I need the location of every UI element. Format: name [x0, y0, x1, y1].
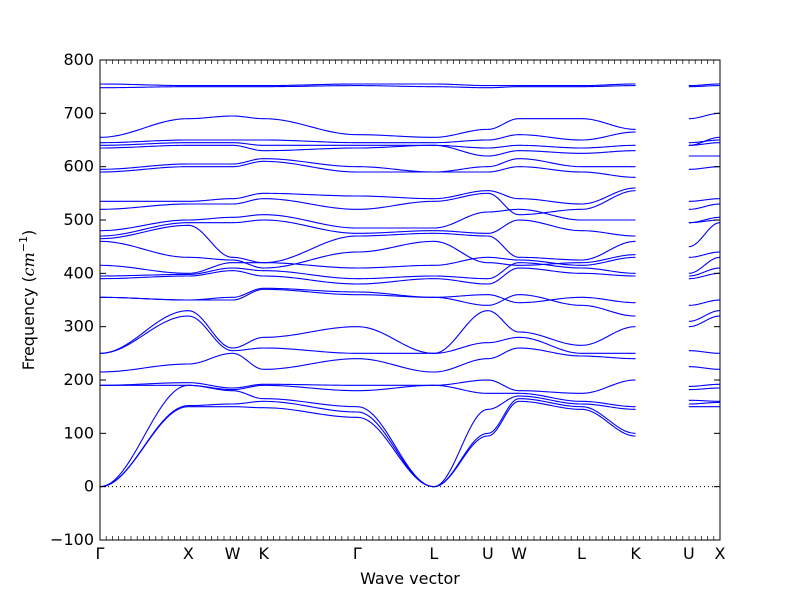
band-line-9	[99, 287, 721, 306]
y-axis-label-exponent: −1	[17, 236, 30, 252]
band-line-16	[99, 208, 721, 232]
band-line-26	[99, 83, 721, 87]
x-tick-label-3: K	[258, 544, 269, 563]
band-line-20	[99, 155, 720, 173]
band-line-10	[99, 267, 721, 285]
x-tick-label-5: L	[429, 544, 438, 563]
band-line-12	[99, 256, 721, 274]
y-tick-label: 100	[63, 423, 94, 442]
y-tick-label: 200	[63, 370, 94, 389]
band-line-21	[99, 142, 721, 157]
band-line-5	[99, 347, 721, 373]
y-tick-label: 300	[63, 317, 94, 336]
band-line-17	[99, 190, 721, 216]
x-tick-label-2: W	[225, 544, 241, 563]
x-tick-label-7: W	[511, 544, 527, 563]
band-line-1	[99, 398, 721, 488]
y-axis-label-suffix: )	[19, 230, 38, 236]
band-line-15	[99, 219, 721, 237]
y-axis-label: Frequency (cm−1)	[17, 230, 38, 371]
x-tick-label-4: Γ	[353, 544, 362, 563]
x-tick-label-9: K	[630, 544, 641, 563]
band-line-7	[99, 310, 721, 354]
band-lines	[99, 83, 721, 488]
band-line-19	[99, 160, 721, 178]
y-tick-label: 800	[63, 50, 94, 69]
band-line-25	[100, 85, 720, 89]
band-line-0	[99, 400, 720, 488]
y-tick-label: 700	[63, 103, 94, 122]
y-tick-label: 500	[63, 210, 94, 229]
band-line-3	[100, 384, 721, 408]
y-tick-label: −100	[50, 530, 94, 549]
x-tick-label-0: Γ	[96, 544, 105, 563]
band-line-18	[100, 187, 721, 205]
x-tick-label-11: X	[715, 544, 726, 563]
x-tick-label-8: L	[577, 544, 586, 563]
x-tick-label-1: X	[183, 544, 194, 563]
band-line-13	[99, 240, 721, 269]
x-tick-label-6: U	[482, 544, 494, 563]
band-line-4	[99, 379, 721, 394]
y-tick-label: 0	[84, 477, 94, 496]
y-tick-label: 600	[63, 157, 94, 176]
band-line-11	[99, 262, 721, 280]
band-line-14	[99, 222, 721, 264]
band-line-23	[99, 131, 721, 146]
band-line-24	[99, 112, 721, 138]
y-axis-label-unit: cm	[19, 252, 38, 276]
y-tick-label: 400	[63, 263, 94, 282]
band-line-6	[99, 315, 721, 354]
band-line-22	[99, 139, 721, 149]
y-axis-ticks: −100 0 100 200 300 400 500 600 700 800	[50, 50, 720, 549]
y-axis-label-prefix: Frequency (	[19, 276, 38, 370]
x-tick-label-10: U	[683, 544, 695, 563]
x-axis-label: Wave vector	[360, 569, 460, 588]
